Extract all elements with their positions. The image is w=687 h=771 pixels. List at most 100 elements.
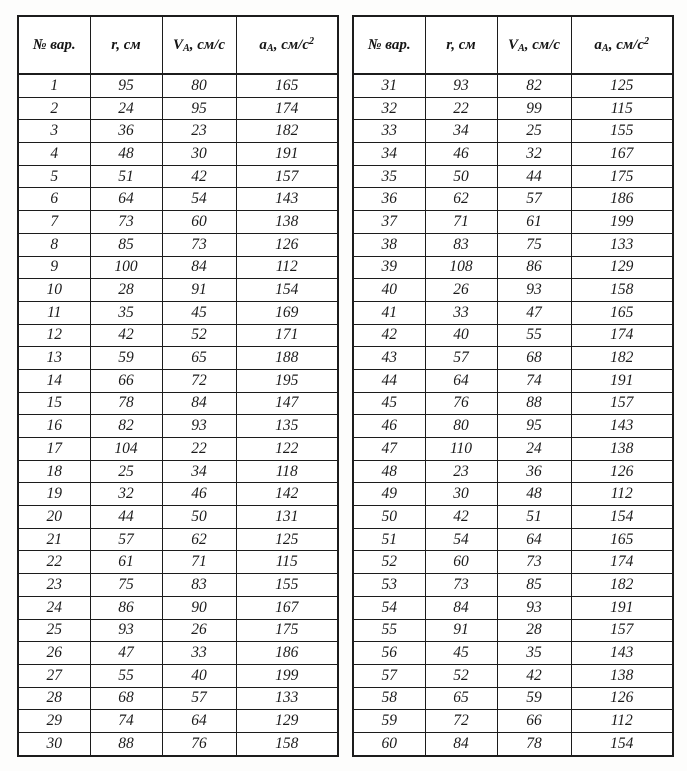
table-cell: 191 — [570, 595, 674, 620]
table-cell: 28 — [89, 278, 163, 302]
table-cell: 46 — [161, 482, 237, 507]
table-cell: 115 — [235, 550, 339, 575]
table-cell: 43 — [352, 346, 426, 370]
table-cell: 55 — [496, 323, 572, 348]
table-cell: 24 — [89, 96, 163, 121]
table-cell: 5 — [17, 164, 91, 189]
table-cell: 23 — [161, 119, 237, 144]
table-cell: 73 — [424, 573, 498, 597]
table-cell: 125 — [235, 527, 339, 552]
table-cell: 199 — [235, 663, 339, 688]
table-row: 46 80 95 143 — [352, 414, 674, 438]
column-header-text: r, см — [446, 36, 476, 53]
table-cell: 35 — [352, 164, 426, 189]
table-cell: 54 — [352, 595, 426, 620]
table-cell: 112 — [570, 709, 674, 733]
table-cell: 16 — [17, 414, 91, 438]
table-cell: 165 — [570, 300, 674, 325]
table-row: 10 28 91 154 — [17, 278, 339, 302]
table-cell: 51 — [89, 164, 163, 189]
column-header-text: 2 — [308, 35, 315, 47]
table-cell: 38 — [352, 232, 426, 257]
column-header: aA, см/с2 — [570, 15, 674, 75]
table-cell: 57 — [161, 686, 237, 711]
table-row: 14 66 72 195 — [17, 368, 339, 393]
table-cell: 59 — [89, 346, 163, 370]
table-row: 24 86 90 167 — [17, 595, 339, 620]
table-cell: 85 — [496, 573, 572, 597]
table-cell: 22 — [424, 96, 498, 121]
table-cell: 95 — [161, 96, 237, 121]
column-header: № вар. — [352, 15, 426, 75]
table-cell: 155 — [570, 119, 674, 144]
table-cell: 76 — [161, 731, 237, 757]
table-cell: 64 — [424, 368, 498, 393]
variants-table-31-60: № вар. r, см VA, см/с aA, см/с2 31 93 82 125 32… — [352, 15, 674, 757]
table-cell: 23 — [17, 573, 91, 597]
table-cell: 32 — [496, 142, 572, 166]
table-row: 58 65 59 126 — [352, 686, 674, 711]
table-row: 50 42 51 154 — [352, 505, 674, 529]
table-cell: 182 — [235, 119, 339, 144]
table-row: 47 110 24 138 — [352, 437, 674, 461]
table-cell: 36 — [352, 187, 426, 212]
table-row: 16 82 93 135 — [17, 414, 339, 438]
table-cell: 39 — [352, 255, 426, 280]
table-cell: 46 — [352, 414, 426, 438]
table-cell: 47 — [89, 641, 163, 665]
table-cell: 54 — [161, 187, 237, 212]
table-cell: 29 — [17, 709, 91, 733]
table-cell: 60 — [352, 731, 426, 757]
table-cell: 28 — [17, 686, 91, 711]
table-cell: 62 — [161, 527, 237, 552]
table-cell: 91 — [161, 278, 237, 302]
table-cell: 15 — [17, 391, 91, 416]
table-cell: 83 — [424, 232, 498, 257]
table-cell: 129 — [570, 255, 674, 280]
table-row: 42 40 55 174 — [352, 323, 674, 348]
table-row: 53 73 85 182 — [352, 573, 674, 597]
table-cell: 30 — [424, 482, 498, 507]
table-row: 37 71 61 199 — [352, 210, 674, 234]
table-cell: 60 — [161, 210, 237, 234]
table-cell: 40 — [424, 323, 498, 348]
table-cell: 71 — [161, 550, 237, 575]
table-cell: 54 — [424, 527, 498, 552]
table-cell: 34 — [161, 459, 237, 484]
table-cell: 44 — [352, 368, 426, 393]
table-row: 5 51 42 157 — [17, 164, 339, 189]
table-row: 7 73 60 138 — [17, 210, 339, 234]
table-cell: 33 — [161, 641, 237, 665]
table-cell: 52 — [161, 323, 237, 348]
table-cell: 90 — [161, 595, 237, 620]
table-cell: 61 — [496, 210, 572, 234]
table-cell: 13 — [17, 346, 91, 370]
column-header-text: r, см — [111, 36, 141, 53]
table-cell: 51 — [352, 527, 426, 552]
table-cell: 25 — [89, 459, 163, 484]
table-cell: 27 — [17, 663, 91, 688]
table-cell: 126 — [570, 459, 674, 484]
table-cell: 52 — [352, 550, 426, 575]
table-cell: 174 — [235, 96, 339, 121]
column-header-text: a — [594, 36, 602, 53]
table-cell: 118 — [235, 459, 339, 484]
table-cell: 100 — [89, 255, 163, 280]
table-cell: 191 — [570, 368, 674, 393]
table-cell: 14 — [17, 368, 91, 393]
table-row: 19 32 46 142 — [17, 482, 339, 507]
table-cell: 57 — [352, 663, 426, 688]
table-row: 44 64 74 191 — [352, 368, 674, 393]
table-cell: 17 — [17, 437, 91, 461]
table-cell: 147 — [235, 391, 339, 416]
table-cell: 131 — [235, 505, 339, 529]
table-row: 57 52 42 138 — [352, 663, 674, 688]
table-row: 56 45 35 143 — [352, 641, 674, 665]
column-header-text: V — [172, 36, 183, 53]
column-header-text: , см/с — [189, 36, 226, 53]
table-row: 22 61 71 115 — [17, 550, 339, 575]
table-row: 4 48 30 191 — [17, 142, 339, 166]
table-cell: 55 — [89, 663, 163, 688]
table-cell: 19 — [17, 482, 91, 507]
table-cell: 66 — [89, 368, 163, 393]
